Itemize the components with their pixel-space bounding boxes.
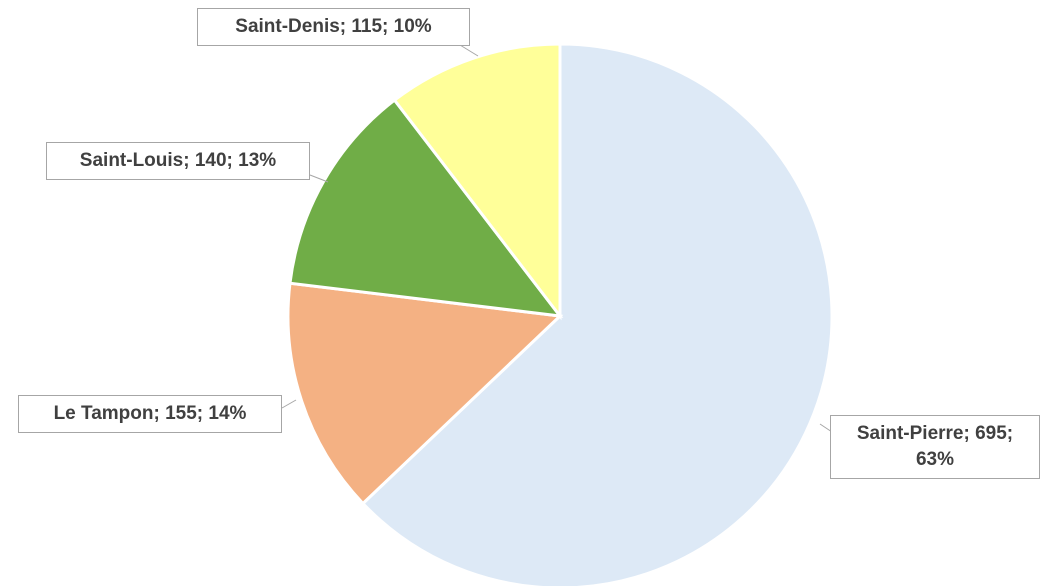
pie-slice xyxy=(360,42,834,586)
data-label: Saint-Louis; 140; 13% xyxy=(46,142,310,180)
data-label: Saint-Denis; 115; 10% xyxy=(197,8,470,46)
pie-slice xyxy=(392,42,562,321)
leader-line xyxy=(309,174,329,183)
leader-lines xyxy=(281,44,833,433)
leader-line xyxy=(281,399,297,409)
leader-line xyxy=(459,44,479,57)
data-label: Saint-Pierre; 695; 63% xyxy=(830,415,1040,479)
pie-slice xyxy=(286,281,564,506)
pie-slice xyxy=(288,98,564,318)
data-label: Le Tampon; 155; 14% xyxy=(18,395,282,433)
